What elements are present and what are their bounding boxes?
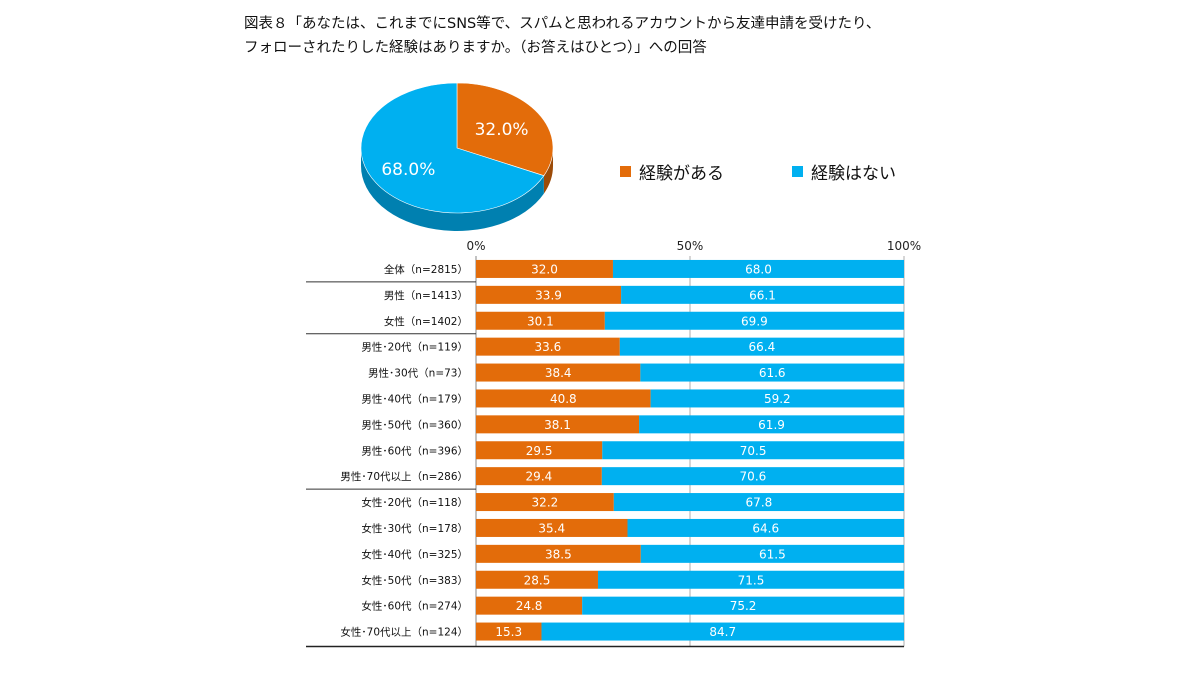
bar-data-label-yes: 40.8 xyxy=(550,392,577,406)
bar-no xyxy=(650,389,904,408)
pie-data-label-yes: 32.0% xyxy=(475,120,529,140)
bar-data-label-no: 68.0 xyxy=(745,262,772,276)
legend-swatch-yes xyxy=(620,165,631,177)
pie-data-label-no: 68.0% xyxy=(381,160,435,180)
bar-yes xyxy=(476,493,614,512)
bar-no xyxy=(604,311,904,330)
pie-slice-yes xyxy=(456,82,554,177)
bar-data-label-no: 84.7 xyxy=(709,625,736,639)
bar-no xyxy=(640,363,904,382)
bar-data-label-yes: 29.4 xyxy=(526,470,553,484)
pie-slice-no xyxy=(360,82,545,214)
category-label: 女性･60代（n=274） xyxy=(361,600,468,613)
chart-title-line-2: フォローされたりした経験はありますか。（お答えはひとつ）」への回答 xyxy=(244,40,707,56)
bar-no xyxy=(619,337,904,356)
bar-no xyxy=(627,518,904,537)
bar-data-label-no: 69.9 xyxy=(741,314,768,328)
bar-no xyxy=(640,544,904,563)
bar-data-label-yes: 35.4 xyxy=(538,521,565,535)
category-label: 女性･50代（n=383） xyxy=(361,574,468,587)
bar-data-label-yes: 29.5 xyxy=(526,444,553,458)
category-label: 男性（n=1413） xyxy=(384,289,468,302)
bar-data-label-yes: 32.0 xyxy=(531,262,558,276)
bar-yes xyxy=(476,285,622,304)
bar-yes xyxy=(476,570,598,589)
category-label: 女性（n=1402） xyxy=(384,315,468,328)
category-label: 男性･20代（n=119） xyxy=(361,341,468,354)
bar-data-label-no: 61.6 xyxy=(759,366,786,380)
bar-no xyxy=(612,259,904,278)
bar-no xyxy=(621,285,904,304)
category-label: 全体（n=2815） xyxy=(384,263,468,276)
category-label: 男性･40代（n=179） xyxy=(361,392,468,405)
bar-no xyxy=(597,570,904,589)
bar-no xyxy=(541,622,904,641)
bar-data-label-yes: 24.8 xyxy=(516,599,543,613)
category-label: 男性･70代以上（n=286） xyxy=(340,470,468,483)
bar-yes xyxy=(476,544,641,563)
bar-data-label-yes: 33.6 xyxy=(535,340,562,354)
pie-chart: 32.0% 68.0% xyxy=(360,82,554,232)
bar-yes xyxy=(476,441,603,460)
bar-data-label-yes: 38.5 xyxy=(545,547,572,561)
category-label: 女性･40代（n=325） xyxy=(361,548,468,561)
bar-data-label-yes: 33.9 xyxy=(535,288,562,302)
bar-yes xyxy=(476,596,583,615)
legend: 経験がある 経験はない xyxy=(620,158,896,184)
bar-yes xyxy=(476,311,605,330)
bar-no xyxy=(613,493,904,512)
chart-title: 図表８「あなたは、これまでにSNS等で、スパムと思われるアカウントから友達申請を… xyxy=(244,12,1104,60)
bar-data-label-yes: 38.4 xyxy=(545,366,572,380)
bar-data-label-no: 61.5 xyxy=(759,547,786,561)
category-label: 男性･60代（n=396） xyxy=(361,444,468,457)
bar-data-label-yes: 15.3 xyxy=(495,625,522,639)
bar-data-label-no: 71.5 xyxy=(738,573,765,587)
bar-data-label-no: 70.5 xyxy=(740,444,767,458)
bar-yes xyxy=(476,363,641,382)
category-label: 男性･50代（n=360） xyxy=(361,418,468,431)
category-label: 女性･70代以上（n=124） xyxy=(340,626,468,639)
bar-data-label-no: 66.1 xyxy=(749,288,776,302)
bar-data-label-no: 70.6 xyxy=(740,470,767,484)
category-label: 女性･30代（n=178） xyxy=(361,522,468,535)
bar-yes xyxy=(476,467,602,486)
bar-data-label-no: 59.2 xyxy=(764,392,791,406)
legend-swatch-no xyxy=(792,165,803,177)
bar-yes xyxy=(476,259,613,278)
category-label: 女性･20代（n=118） xyxy=(361,496,468,509)
pie-side-no xyxy=(360,148,544,232)
bar-no xyxy=(582,596,904,615)
bar-yes xyxy=(476,389,651,408)
bar-data-label-no: 67.8 xyxy=(746,496,773,510)
bar-no xyxy=(639,415,904,434)
bar-no xyxy=(602,441,904,460)
bar-data-label-yes: 32.2 xyxy=(532,496,559,510)
legend-label-yes: 経験がある xyxy=(639,163,724,184)
bar-data-label-no: 66.4 xyxy=(749,340,776,354)
x-tick-label: 0% xyxy=(466,239,485,253)
x-tick-label: 50% xyxy=(677,239,704,253)
bar-no xyxy=(601,467,904,486)
pie-side-yes xyxy=(543,148,553,194)
stacked-bar-chart: 0% 50% 100% 32.0 68.0 全体（n=2815） 33.9 66.1 男性（n=… xyxy=(306,239,921,648)
legend-item-no: 経験はない xyxy=(792,159,896,184)
bar-yes xyxy=(476,518,628,537)
bar-data-label-no: 64.6 xyxy=(752,521,779,535)
bar-yes xyxy=(476,415,640,434)
bar-yes xyxy=(476,337,620,356)
legend-label-no: 経験はない xyxy=(811,163,896,184)
bar-data-label-no: 61.9 xyxy=(758,418,785,432)
bar-data-label-yes: 38.1 xyxy=(544,418,571,432)
legend-item-yes: 経験がある xyxy=(620,159,724,184)
bar-data-label-yes: 30.1 xyxy=(527,314,554,328)
chart-title-line-1: 図表８「あなたは、これまでにSNS等で、スパムと思われるアカウントから友達申請を… xyxy=(244,16,881,32)
x-tick-label: 100% xyxy=(887,239,921,253)
bar-data-label-no: 75.2 xyxy=(730,599,757,613)
bar-yes xyxy=(476,622,542,641)
category-label: 男性･30代（n=73） xyxy=(368,367,468,380)
bar-data-label-yes: 28.5 xyxy=(524,573,551,587)
